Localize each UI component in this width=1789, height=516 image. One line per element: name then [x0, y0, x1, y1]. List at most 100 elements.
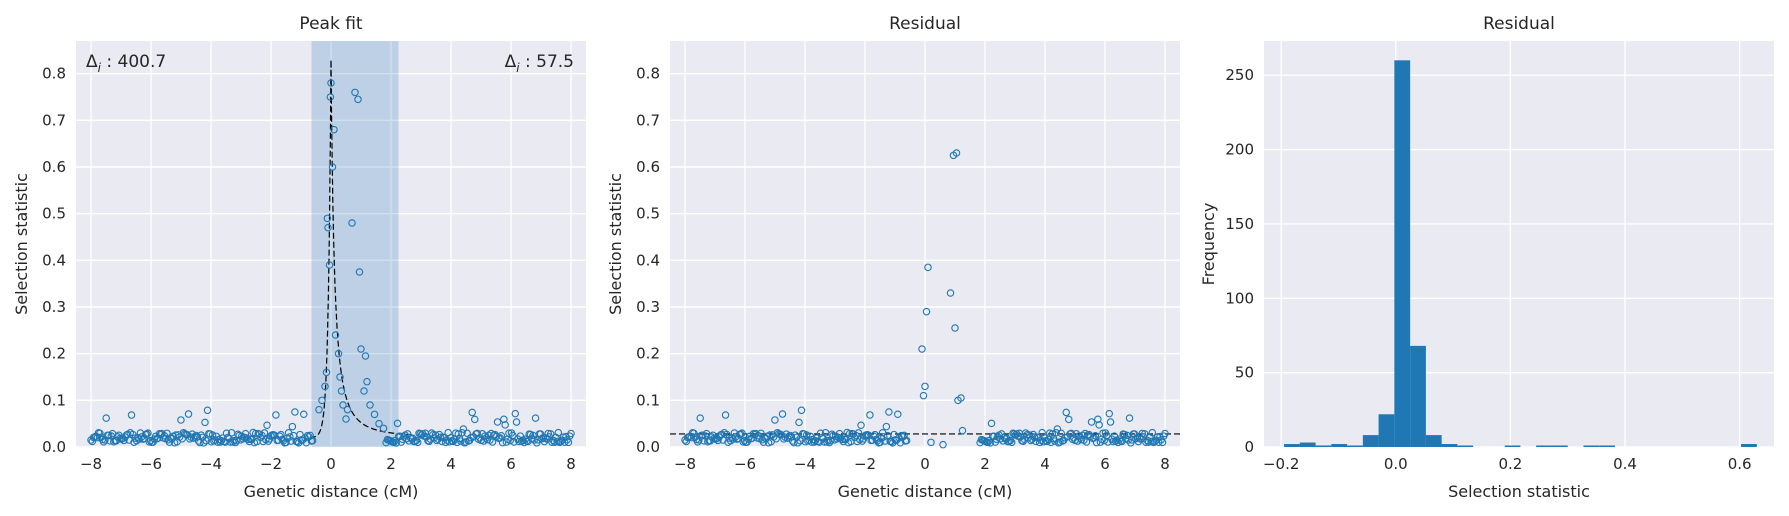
data-point [412, 436, 421, 445]
x-tick-label: −8 [80, 455, 102, 473]
data-point [500, 415, 508, 424]
histogram-bar [1583, 445, 1600, 447]
x-tick-label: −4 [794, 455, 816, 473]
x-tick-label: −0.2 [1263, 455, 1299, 473]
y-tick-label: 0 [1244, 438, 1254, 456]
x-tick-label: 6 [506, 455, 516, 473]
data-point [360, 387, 368, 395]
data-point [1130, 430, 1139, 438]
data-point [1043, 437, 1051, 446]
data-point [892, 436, 901, 444]
data-point [416, 430, 425, 438]
data-point [939, 440, 947, 449]
data-point [540, 437, 549, 446]
data-point [351, 88, 359, 97]
data-point [1030, 433, 1039, 442]
data-point [921, 382, 929, 391]
data-point [987, 419, 996, 428]
x-tick-label: 0.0 [1384, 455, 1408, 473]
panel-residual-scatter: −8 −6 −4 −2 0 2 4 6 8 0.0 0.1 0.2 0.3 0.4 0.5 0.6 0.7 0.8… [606, 14, 1180, 501]
data-point [291, 408, 299, 416]
y-tick-label: 0.1 [636, 391, 660, 409]
data-point [216, 438, 224, 446]
x-axis-label: Genetic distance (cM) [244, 482, 419, 501]
data-point [887, 438, 896, 446]
y-tick-label: 250 [1225, 66, 1254, 84]
histogram-bar [1331, 444, 1348, 447]
data-point [354, 95, 362, 104]
tick-labels: −0.2 0.0 0.2 0.4 0.6 0 50 100 150 200 250 [1225, 66, 1751, 473]
data-point [1048, 430, 1057, 438]
y-axis-label: Selection statistic [12, 173, 31, 315]
data-point [263, 421, 271, 430]
x-tick-label: 8 [566, 455, 576, 473]
data-point [393, 419, 402, 428]
data-point [797, 406, 806, 415]
data-point [1006, 436, 1015, 445]
y-tick-label: 0.6 [42, 158, 66, 176]
x-tick-label: 8 [1160, 455, 1170, 473]
data-point [857, 421, 865, 430]
data-point [308, 436, 317, 445]
x-tick-label: −2 [260, 455, 282, 473]
data-point [1092, 438, 1101, 447]
histogram-bar [1441, 444, 1458, 447]
x-tick-label: −4 [200, 455, 222, 473]
data-point [1057, 429, 1065, 437]
data-point [293, 438, 302, 446]
data-point [177, 416, 185, 424]
y-tick-label: 0.0 [42, 438, 66, 456]
data-point [339, 401, 347, 409]
data-point [918, 345, 926, 353]
data-point [1148, 428, 1157, 437]
data-point [515, 437, 523, 446]
x-tick-label: −8 [674, 455, 696, 473]
y-axis-label: Frequency [1199, 203, 1218, 286]
x-axis-label: Genetic distance (cM) [838, 482, 1013, 501]
x-tick-label: −6 [734, 455, 756, 473]
tick-labels: −8 −6 −4 −2 0 2 4 6 8 0.0 0.1 0.2 0.3 0.4 0.5 0.6 0.7 0.8 [636, 65, 1170, 473]
plot-area [1264, 41, 1774, 447]
data-point [880, 433, 888, 441]
data-point [328, 163, 337, 171]
data-point [277, 430, 285, 439]
data-point [986, 439, 994, 447]
data-marks [1284, 60, 1757, 447]
data-marks [87, 79, 575, 447]
data-point [142, 430, 151, 438]
data-point [201, 418, 209, 427]
y-tick-label: 0.2 [636, 345, 660, 363]
data-point [343, 405, 352, 414]
data-point [1008, 438, 1016, 447]
y-tick-label: 0.8 [636, 65, 660, 83]
histogram-bar [1741, 444, 1757, 447]
y-tick-label: 0.3 [42, 298, 66, 316]
data-point [1134, 437, 1143, 446]
data-point [777, 430, 786, 439]
data-point [184, 410, 193, 418]
data-point [946, 289, 955, 297]
histogram-bar [1362, 435, 1379, 447]
data-point [696, 414, 704, 422]
histogram-bar [1347, 445, 1363, 447]
data-point [1099, 429, 1107, 437]
y-tick-label: 200 [1225, 141, 1254, 159]
y-tick-label: 0.2 [42, 345, 66, 363]
data-point [288, 422, 297, 431]
x-tick-label: 0.2 [1498, 455, 1522, 473]
data-point [286, 433, 294, 441]
y-tick-label: 0.4 [42, 251, 66, 269]
data-point [361, 352, 370, 360]
y-tick-label: 0.1 [42, 391, 66, 409]
x-tick-label: 2 [980, 455, 990, 473]
data-point [922, 307, 931, 316]
data-point [326, 93, 335, 101]
data-point [498, 438, 507, 447]
data-point [336, 373, 344, 381]
histogram-bar [1425, 435, 1442, 447]
gridlines [670, 41, 1180, 448]
data-point [796, 436, 805, 445]
histogram-bar [1551, 445, 1568, 447]
data-point [1125, 414, 1134, 422]
data-point [690, 429, 698, 438]
